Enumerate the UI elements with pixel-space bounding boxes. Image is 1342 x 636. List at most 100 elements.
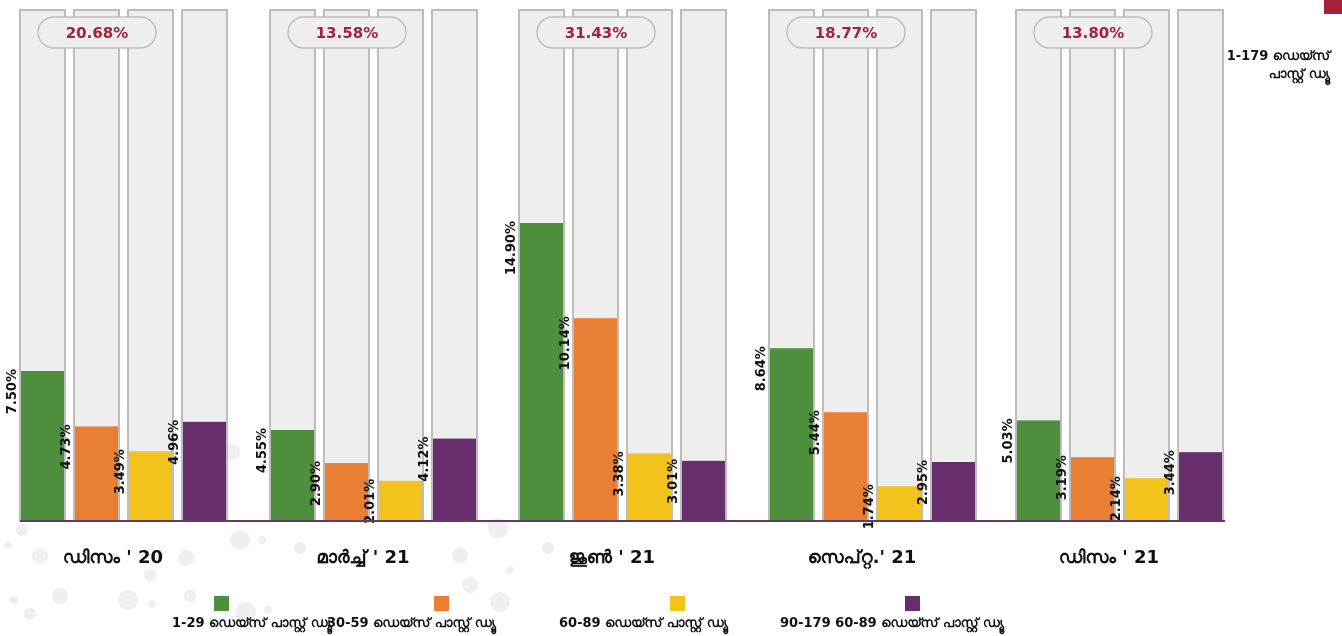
background-dot	[32, 548, 48, 564]
value-label: 3.44%	[1163, 450, 1178, 495]
bar	[1017, 420, 1060, 521]
background-dot	[294, 542, 306, 554]
value-label: 4.55%	[255, 428, 270, 473]
background-dot	[230, 530, 250, 550]
bar	[824, 412, 867, 521]
total-pill	[287, 16, 407, 49]
bar-track	[1069, 9, 1116, 522]
bar-track	[377, 9, 424, 522]
background-dot	[264, 606, 272, 614]
bar-track	[127, 9, 174, 522]
category-label: ഡിസം ' 20	[63, 547, 163, 568]
bar	[129, 451, 172, 521]
side-note: 1-179 ഡെയ്സ് പാസ്റ്റ് ഡ്യൂ	[1226, 49, 1330, 82]
background-dot	[16, 524, 28, 536]
value-label: 4.73%	[59, 424, 74, 469]
total-pill	[786, 16, 906, 49]
bar	[75, 426, 118, 521]
value-label: 5.03%	[1001, 418, 1016, 463]
background-dot	[24, 608, 36, 620]
bar	[1071, 457, 1114, 521]
value-label: 3.49%	[113, 449, 128, 494]
legend-label: 60-89 ഡെയ്സ് പാസ്റ്റ് ഡ്യൂ	[559, 616, 729, 635]
background-dot	[236, 602, 256, 622]
total-label: 31.43%	[565, 24, 627, 42]
bar-track	[930, 9, 977, 522]
background-dot	[258, 536, 266, 544]
value-label: 1.74%	[862, 484, 877, 529]
legend-label: 1-29 ഡെയ്സ് പാസ്റ്റ് ഡ്യൂ	[172, 616, 333, 635]
bar	[1179, 452, 1222, 521]
background-dot	[118, 590, 138, 610]
background-dot	[506, 566, 514, 574]
bar	[433, 438, 476, 521]
total-label: 18.77%	[815, 24, 877, 42]
value-label: 8.64%	[754, 346, 769, 391]
legend-swatch	[434, 596, 449, 611]
bar-track	[626, 9, 673, 522]
bar	[932, 462, 975, 521]
bar	[574, 318, 617, 521]
bar	[628, 453, 671, 521]
value-label: 4.96%	[167, 420, 182, 465]
bar-track	[431, 9, 478, 522]
bar	[325, 463, 368, 521]
background-dot	[148, 600, 156, 608]
legend-label: 30-59 ഡെയ്സ് പാസ്റ്റ് ഡ്യൂ	[327, 616, 497, 635]
category-label: മാർച്ച് ' 21	[316, 547, 409, 568]
background-dot	[488, 518, 508, 538]
value-label: 2.90%	[309, 461, 324, 506]
bar-track	[680, 9, 727, 522]
background-dot	[462, 577, 478, 593]
value-label: 2.14%	[1109, 476, 1124, 521]
value-label: 7.50%	[5, 369, 20, 414]
bar	[1125, 478, 1168, 521]
bar	[21, 371, 64, 521]
bar	[183, 421, 226, 521]
bar-track	[1123, 9, 1170, 522]
value-label: 2.01%	[363, 479, 378, 524]
total-pill	[1033, 16, 1153, 49]
value-label: 3.19%	[1055, 455, 1070, 500]
background-dot	[184, 590, 196, 602]
total-label: 13.80%	[1062, 24, 1124, 42]
value-label: 10.14%	[558, 316, 573, 370]
background-dot	[490, 592, 510, 612]
group-totals: 20.68% 13.58% 31.43% 18.77% 13.80%	[37, 16, 1153, 49]
total-pill	[536, 16, 656, 49]
bar	[379, 480, 422, 521]
background-dot	[178, 550, 194, 566]
background-dot	[542, 542, 554, 554]
background-dot	[452, 547, 468, 563]
category-label: ഡിസം ' 21	[1059, 547, 1159, 568]
total-label: 13.58%	[316, 24, 378, 42]
bar-track	[876, 9, 923, 522]
legend-swatch	[214, 596, 229, 611]
value-label: 14.90%	[504, 221, 519, 275]
background-dot	[4, 541, 12, 549]
value-label: 5.44%	[808, 410, 823, 455]
corner-accent	[1324, 0, 1342, 14]
legend-swatch	[670, 596, 685, 611]
legend-swatch	[905, 596, 920, 611]
background-dot	[144, 569, 156, 581]
legend: 1-29 ഡെയ്സ് പാസ്റ്റ് ഡ്യൂ30-59 ഡെയ്സ് പാ…	[172, 596, 1005, 635]
bar	[682, 460, 725, 521]
bar	[271, 430, 314, 521]
total-pill	[37, 16, 157, 49]
bar-track	[323, 9, 370, 522]
value-label: 3.38%	[612, 451, 627, 496]
legend-label: 90-179 60-89 ഡെയ്സ് പാസ്റ്റ് ഡ്യൂ	[780, 616, 1005, 635]
value-label: 2.95%	[916, 460, 931, 505]
background-dot	[10, 596, 18, 604]
bar	[770, 348, 813, 521]
category-labels: ഡിസം ' 20 മാർച്ച് ' 21 ജൂൺ ' 21 സെപ്റ്റ.' 2…	[63, 547, 1159, 569]
bar-track	[1177, 9, 1224, 522]
bars	[21, 223, 1222, 521]
bar	[520, 223, 563, 521]
bar	[878, 486, 921, 521]
total-label: 20.68%	[66, 24, 128, 42]
category-label: ജൂൺ ' 21	[569, 547, 655, 568]
value-label: 4.12%	[417, 437, 432, 482]
